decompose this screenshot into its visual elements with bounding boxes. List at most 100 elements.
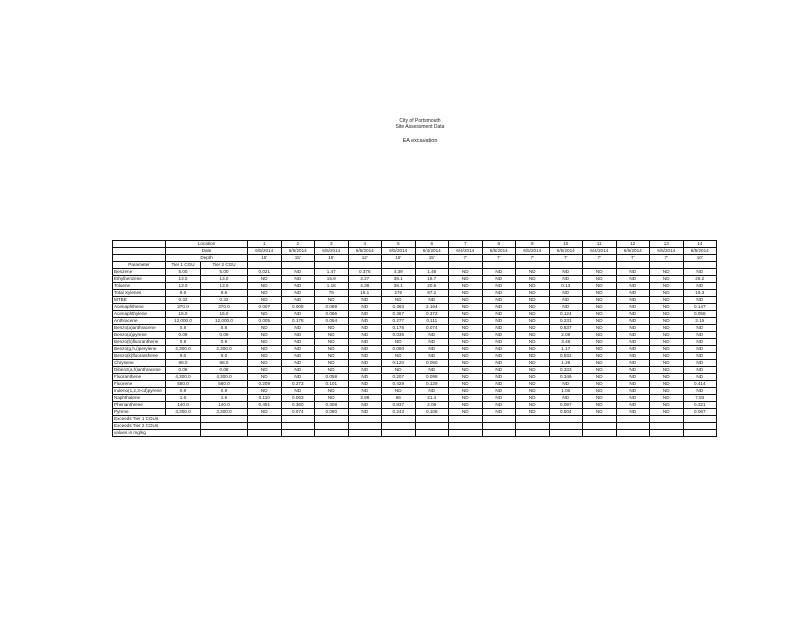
result-value: 38.1 (381, 275, 416, 283)
tier1-cgu: 560.0 (165, 380, 201, 388)
parameter-name: Benzene (112, 268, 166, 276)
result-value: ND (582, 380, 617, 388)
location-row-value: 1 (247, 240, 282, 248)
tier1-cgu: 13.0 (165, 282, 201, 290)
result-value: ND (649, 268, 684, 276)
depth-row-value: 7' (582, 254, 617, 262)
blank-cell (347, 422, 382, 430)
result-value: ND (314, 352, 349, 360)
result-value: 0.451 (247, 401, 282, 409)
blank-cell (515, 415, 550, 423)
blank-cell (414, 429, 449, 437)
result-value: 0.231 (548, 317, 583, 325)
assessment-data-table: Location 1 2 3 4 5 6 7 8 9 10 11 12 13 14 Date 6/5/2014 6… (112, 240, 717, 437)
blank-cell (200, 429, 248, 437)
date-row-value: 6/5/2014 (481, 247, 516, 255)
result-value: 0.209 (247, 380, 282, 388)
result-value: ND (682, 338, 717, 346)
result-value: ND (515, 359, 550, 367)
result-value: ND (582, 345, 617, 353)
blank-cell (247, 429, 282, 437)
location-row-value: 14 (682, 240, 717, 248)
result-value: ND (548, 303, 583, 311)
result-value: ND (682, 331, 717, 339)
result-value: ND (481, 324, 516, 332)
result-value: 0.007 (247, 303, 282, 311)
result-value: ND (280, 296, 315, 304)
table-row: Total Xylenes 8.6 8.6 ND ND 78 18.1 276 97.2 ND ND… (112, 289, 717, 297)
table-row: Anthracene 12,000.0 12,000.0 0.005 0.178 0.06… (112, 317, 717, 325)
depth-row-value: 15' (314, 254, 349, 262)
result-value: ND (448, 331, 483, 339)
blank-cell (280, 261, 315, 269)
table-row: Benzo(k)fluoranthene 9.0 9.0 ND ND ND ND ND ND ND… (112, 352, 717, 360)
result-value: ND (481, 387, 516, 395)
result-value: 0.110 (247, 394, 282, 402)
result-value: ND (615, 352, 650, 360)
result-value: 0.074 (414, 324, 449, 332)
table-row: Acenaphthene 370.0 370.0 0.007 0.008 0.089 ND 0… (112, 303, 717, 311)
result-value: 0.504 (548, 408, 583, 416)
result-value: 0.101 (314, 380, 349, 388)
result-value: ND (381, 296, 416, 304)
result-value: ND (649, 359, 684, 367)
result-value: 0.060 (381, 345, 416, 353)
result-value: ND (515, 317, 550, 325)
location-row-value: 7 (448, 240, 483, 248)
date-row-value: 6/5/2014 (615, 247, 650, 255)
location-row-value: 8 (481, 240, 516, 248)
result-value: ND (414, 296, 449, 304)
result-value: 0.058 (682, 310, 717, 318)
result-value: ND (414, 331, 449, 339)
result-value: ND (347, 317, 382, 325)
blank-cell (682, 261, 717, 269)
result-value: ND (280, 324, 315, 332)
legend-note: Exceeds Tier 1 CGUs (112, 415, 201, 423)
date-row-value: 6/5/2014 (682, 247, 717, 255)
parameter-name: Fluorene (112, 380, 166, 388)
result-value: ND (448, 345, 483, 353)
result-value: 0.273 (280, 380, 315, 388)
result-value: 0.243 (381, 408, 416, 416)
result-value: ND (247, 331, 282, 339)
result-value: ND (515, 303, 550, 311)
location-row-value: 5 (381, 240, 416, 248)
date-row-label: Date (165, 247, 248, 255)
result-value: ND (448, 324, 483, 332)
tier2-cgu: 560.0 (200, 380, 248, 388)
result-value: ND (515, 324, 550, 332)
blank-cell (347, 429, 382, 437)
result-value: ND (481, 380, 516, 388)
result-value: ND (247, 345, 282, 353)
parameter-name: MTBE (112, 296, 166, 304)
result-value: ND (682, 387, 717, 395)
parameter-name: Dibenz(a,h)anthracene (112, 366, 166, 374)
date-row-value: 6/5/2014 (548, 247, 583, 255)
tier1-cgu: 8.6 (165, 289, 201, 297)
blank-cell (200, 415, 248, 423)
result-value: ND (548, 394, 583, 402)
blank-cell (314, 415, 349, 423)
result-value: ND (347, 401, 382, 409)
result-value: ND (615, 310, 650, 318)
parameter-name: Fluoranthene (112, 373, 166, 381)
date-row-value: 6/4/2014 (582, 247, 617, 255)
result-value: ND (682, 373, 717, 381)
blank-cell (682, 415, 717, 423)
result-value: ND (682, 324, 717, 332)
result-value: ND (280, 289, 315, 297)
result-value: ND (615, 338, 650, 346)
column-header: Tier 1 CGU (165, 261, 201, 269)
result-value: ND (448, 352, 483, 360)
result-value: ND (582, 331, 617, 339)
result-value: 78 (314, 289, 349, 297)
result-value: ND (247, 359, 282, 367)
result-value: 0.120 (381, 359, 416, 367)
depth-row-value: 15' (381, 254, 416, 262)
result-value: ND (649, 366, 684, 374)
tier2-cgu: 0.9 (200, 338, 248, 346)
depth-row-value: 15' (414, 254, 449, 262)
result-value: ND (481, 282, 516, 290)
parameter-name: Chrysene (112, 359, 166, 367)
result-value: 1.06 (548, 387, 583, 395)
